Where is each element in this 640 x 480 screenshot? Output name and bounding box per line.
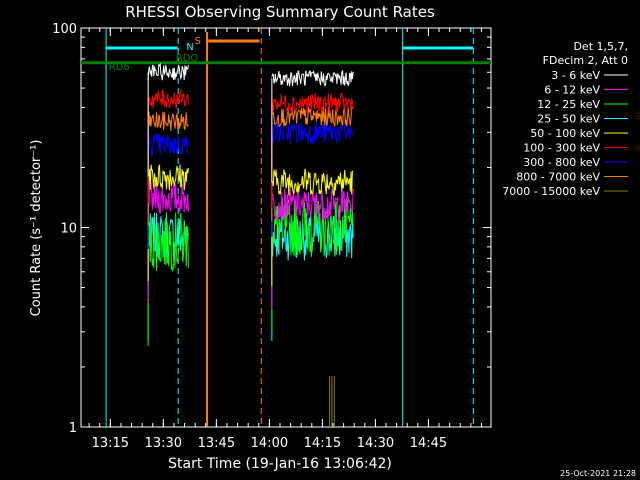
series-trace [147,212,189,272]
x-axis-ticks: 13:15 13:30 13:45 14:00 14:15 14:30 14:45 [88,28,482,451]
data-traces [147,62,354,427]
x-tick-label: 13:15 [92,436,129,451]
legend-header: FDecim 2, Att 0 [543,54,628,67]
series-trace [147,164,189,191]
x-tick-label: 14:00 [251,436,288,451]
legend-label: 25 - 50 keV [537,113,600,126]
legend-label: 50 - 100 keV [530,127,600,140]
flag-label-n: N [186,42,193,53]
x-tick-label: 13:30 [145,436,182,451]
x-tick-label: 13:45 [198,436,235,451]
series-trace [271,69,354,87]
flag-lines: N RD6 RDO S [81,28,491,427]
x-tick-label: 14:30 [357,436,394,451]
legend-label: 300 - 800 keV [523,156,600,169]
legend-label: 800 - 7000 keV [516,171,600,184]
legend-label: 12 - 25 keV [537,98,600,111]
x-tick-label: 14:45 [410,436,447,451]
series-trace [271,105,354,128]
y-tick-label: 1 [69,421,77,436]
flag-label-rd6: RD6 [109,62,130,73]
legend-label: 7000 - 15000 keV [502,185,600,198]
series-trace [147,111,189,131]
y-tick-label: 10 [60,222,77,237]
series-trace [271,92,354,114]
flag-label-rdo: RDO [176,53,199,64]
timestamp: 25-Oct-2021 21:28 [560,469,636,478]
legend-label: 100 - 300 keV [523,142,600,155]
series-trace [147,133,189,157]
x-tick-label: 14:15 [304,436,341,451]
chart-title: RHESSI Observing Summary Count Rates [125,3,435,21]
x-axis-label: Start Time (19-Jan-16 13:06:42) [168,456,392,472]
legend-label: 6 - 12 keV [544,84,600,97]
y-axis-ticks: 1 10 100 [52,22,491,436]
legend-header: Det 1,5,7, [573,40,628,53]
legend-label: 3 - 6 keV [551,69,600,82]
y-tick-label: 100 [52,22,77,37]
series-trace [147,182,189,214]
series-trace [147,89,189,109]
legend: Det 1,5,7,FDecim 2, Att 0 3 - 6 keV 6 - 12… [502,40,628,198]
flag-label-s: S [194,36,200,47]
y-axis-label: Count Rate (s⁻¹ detector⁻¹) [29,140,44,317]
series-trace [147,62,189,81]
series-trace [271,187,354,222]
series-trace [271,196,354,257]
series-trace [271,168,354,196]
